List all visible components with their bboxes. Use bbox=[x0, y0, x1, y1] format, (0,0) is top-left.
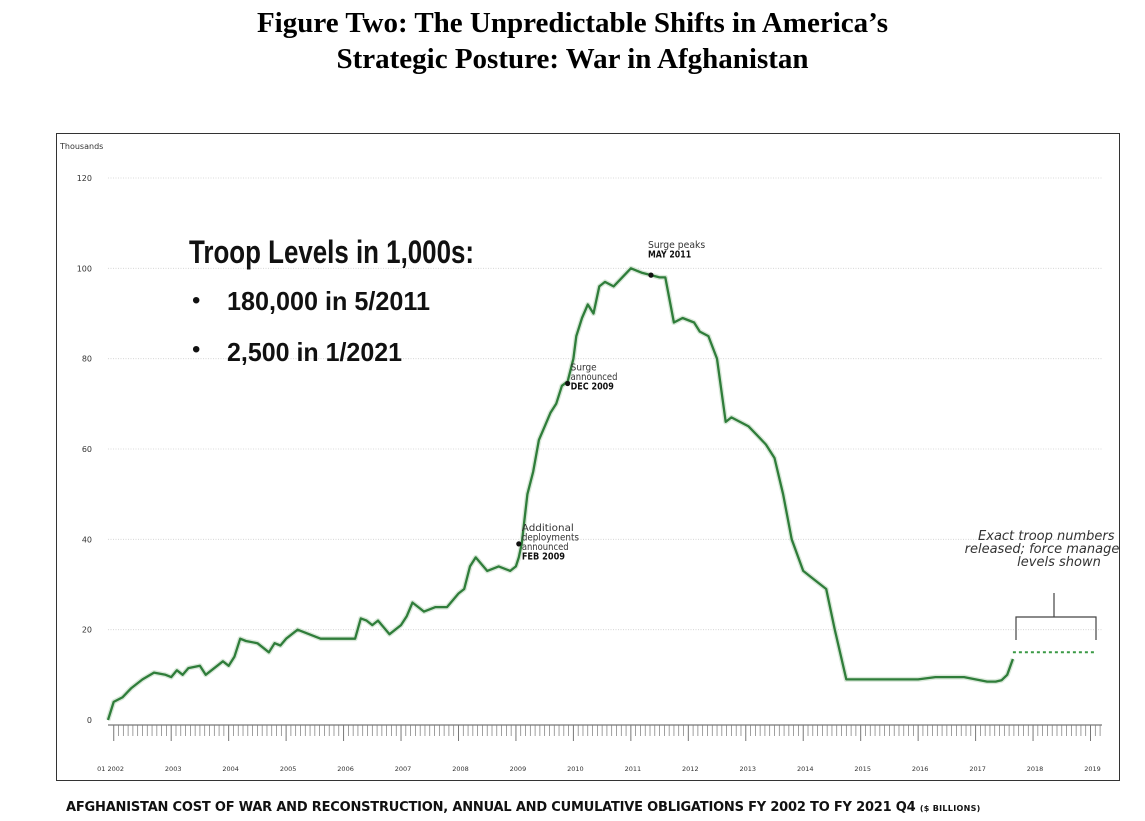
x-tick-label: 2009 bbox=[510, 765, 527, 773]
figure-title-line-2: Strategic Posture: War in Afghanistan bbox=[336, 43, 809, 75]
overlay-bullet-1-dot: • bbox=[192, 287, 200, 314]
x-tick-label: 2011 bbox=[625, 765, 642, 773]
bottom-caption: AFGHANISTAN COST OF WAR AND RECONSTRUCTI… bbox=[66, 800, 981, 815]
force-level-bracket bbox=[1015, 593, 1097, 640]
x-tick-label: 2017 bbox=[969, 765, 986, 773]
x-axis: 01 2002 2003 2004 2005 2006 2007 2008 2009 2010 20… bbox=[97, 724, 1102, 773]
y-tick-label: 80 bbox=[82, 355, 92, 364]
x-tick-label: 2004 bbox=[222, 765, 239, 773]
series-lines bbox=[105, 265, 1097, 721]
y-tick-label: 60 bbox=[82, 445, 92, 454]
annotation-label: Surge bbox=[571, 363, 597, 374]
annotation-label: Surge peaks bbox=[648, 240, 706, 251]
x-tick-label: 2016 bbox=[912, 765, 929, 773]
annotation-date: FEB 2009 bbox=[522, 552, 565, 563]
bottom-caption-unit: ($ BILLIONS) bbox=[919, 804, 981, 813]
x-tick-label: 2007 bbox=[395, 765, 412, 773]
x-tick-label: 2015 bbox=[854, 765, 871, 773]
annotation-marker bbox=[565, 380, 571, 387]
y-tick-label: 100 bbox=[77, 264, 92, 273]
bracket-note-line-2: released; force management bbox=[965, 542, 1120, 557]
annotation-date: MAY 2011 bbox=[648, 250, 691, 261]
annotation-marker bbox=[516, 541, 522, 547]
x-tick-label: 2013 bbox=[739, 765, 756, 773]
overlay-bullet-2-dot: • bbox=[192, 336, 200, 363]
y-tick-label: 120 bbox=[77, 174, 92, 183]
x-tick-label: 2012 bbox=[682, 765, 699, 773]
x-tick-label: 2014 bbox=[797, 765, 814, 773]
overlay-bullet-1: 180,000 in 5/2011 bbox=[227, 286, 430, 316]
figure-title-line-1: Figure Two: The Unpredictable Shifts in … bbox=[256, 7, 889, 39]
x-tick-label: 2006 bbox=[337, 765, 354, 773]
annotation-marker bbox=[648, 272, 654, 278]
x-tick-label: 01 bbox=[97, 765, 105, 773]
y-tick-label: 40 bbox=[82, 535, 92, 544]
series-line bbox=[106, 267, 1014, 721]
x-tick-label: 2019 bbox=[1084, 765, 1101, 773]
annotation-label: announced bbox=[522, 542, 569, 553]
bracket-note-line-1: Exact troop numbers not bbox=[978, 529, 1120, 544]
chart-frame bbox=[56, 133, 1120, 781]
overlay-bullet-2: 2,500 in 1/2021 bbox=[227, 337, 402, 367]
x-tick-label: 2018 bbox=[1027, 765, 1044, 773]
annotation-label: Additional bbox=[522, 523, 574, 534]
bracket-note-line-3: levels shown bbox=[1017, 555, 1101, 570]
overlay-heading: Troop Levels in 1,000s: bbox=[189, 234, 474, 270]
x-tick-label: 2005 bbox=[280, 765, 297, 773]
bottom-caption-main: AFGHANISTAN COST OF WAR AND RECONSTRUCTI… bbox=[66, 800, 916, 815]
annotation-date: DEC 2009 bbox=[571, 382, 614, 393]
x-tick-label: 2003 bbox=[165, 765, 182, 773]
x-tick-label: 2002 bbox=[107, 765, 124, 773]
x-tick-label: 2008 bbox=[452, 765, 469, 773]
troop-level-chart: 0 20 40 60 80 100 120 01 2002 2003 2004 2005 2006 20… bbox=[59, 142, 1120, 773]
y-tick-label: 0 bbox=[87, 716, 92, 725]
x-tick-label: 2010 bbox=[567, 765, 584, 773]
y-axis-ticks: 0 20 40 60 80 100 120 bbox=[77, 174, 92, 725]
y-tick-label: 20 bbox=[82, 626, 92, 635]
annotation-label: announced bbox=[571, 372, 618, 383]
annotation-label: deployments bbox=[522, 532, 579, 543]
y-axis-label: Thousands bbox=[59, 142, 103, 151]
grid-lines bbox=[108, 177, 1102, 631]
